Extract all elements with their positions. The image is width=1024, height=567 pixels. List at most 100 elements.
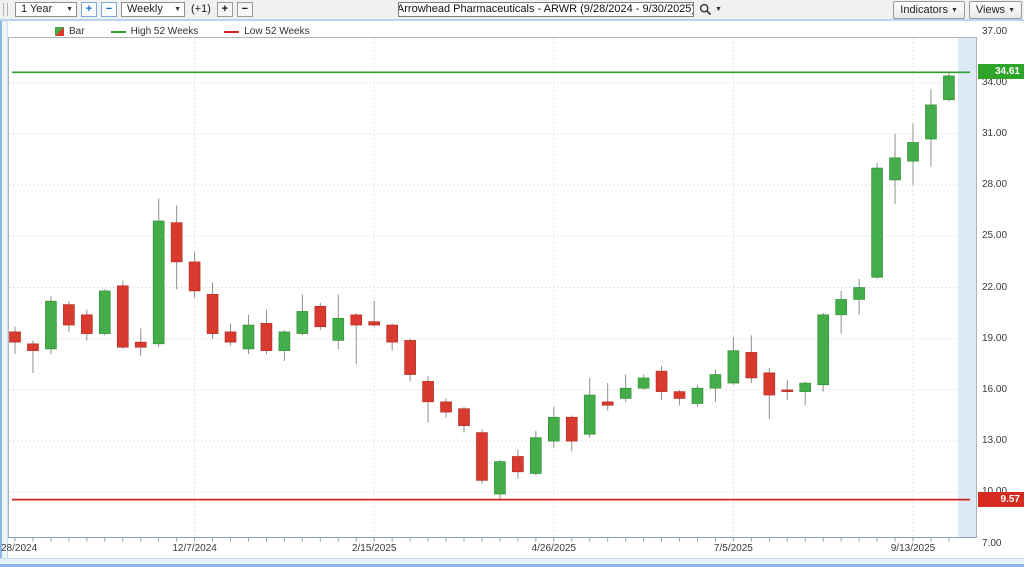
candle-body [242, 324, 255, 350]
period-offset-label: (+1) [191, 3, 211, 15]
candle-body [63, 304, 75, 326]
candle-body [45, 300, 57, 350]
search-dropdown-caret-icon[interactable]: ▼ [715, 5, 722, 13]
candle-body [260, 323, 273, 351]
low-52w-badge: 9.57 [978, 492, 1024, 507]
indicators-button-label: Indicators [900, 4, 948, 16]
toolbar-grip[interactable] [3, 2, 8, 16]
candle-body [422, 381, 434, 403]
candle-body [817, 314, 830, 386]
candle-body [673, 391, 686, 399]
candle-body [134, 341, 147, 348]
symbol-title-group: Arrowhead Pharmaceuticals - ARWR (9/28/2… [398, 1, 722, 17]
candle-body [655, 370, 668, 392]
candle-body [81, 314, 93, 334]
candle-body [583, 394, 596, 435]
x-axis-label: 12/7/2024 [172, 543, 217, 554]
range-select-value: 1 Year [21, 3, 53, 15]
x-axis-label: 2/15/2025 [351, 543, 397, 554]
y-axis-label: 37.00 [982, 25, 1008, 37]
candle-body [27, 343, 39, 351]
candle-body [601, 401, 614, 406]
candle-body [781, 389, 794, 392]
candle-body [152, 220, 165, 345]
candle-body [637, 377, 650, 389]
candle-body [440, 401, 452, 413]
candle-body [512, 456, 524, 473]
high-line-icon [110, 30, 126, 33]
legend-low-label: Low 52 Weeks [244, 26, 310, 37]
candle-body [943, 75, 955, 101]
y-axis-label: 7.00 [982, 537, 1002, 549]
y-axis-label: 16.00 [982, 383, 1008, 395]
legend-item-high-52-weeks[interactable]: High 52 Weeks [110, 26, 199, 37]
y-axis-label: 22.00 [982, 281, 1008, 293]
window-left-edge [0, 21, 8, 558]
candle-body [404, 340, 416, 375]
candle-body [99, 290, 111, 334]
symbol-input[interactable]: Arrowhead Pharmaceuticals - ARWR (9/28/2… [398, 1, 694, 17]
range-zoom-out-button[interactable]: − [101, 1, 117, 17]
candle-body [853, 287, 865, 300]
candle-body [314, 305, 327, 328]
candle-body [691, 387, 704, 404]
legend-high-label: High 52 Weeks [130, 26, 199, 37]
chevron-down-icon: ▼ [66, 5, 73, 13]
chart-legend: Bar High 52 Weeks Low 52 Weeks [55, 26, 310, 37]
candle-body [907, 142, 919, 162]
candle-body [745, 352, 758, 379]
views-button[interactable]: Views ▼ [968, 1, 1022, 19]
candle-body [547, 416, 560, 442]
low-line-icon [224, 30, 240, 33]
views-button-label: Views [975, 4, 1006, 16]
candle-body [368, 321, 381, 326]
candle-body [835, 299, 847, 316]
y-axis-label: 31.00 [982, 127, 1008, 139]
y-axis-label: 28.00 [982, 179, 1008, 191]
chevron-down-icon: ▼ [950, 6, 958, 14]
y-axis-label: 13.00 [982, 435, 1008, 447]
chevron-down-icon: ▼ [174, 5, 181, 13]
period-select[interactable]: Weekly ▼ [121, 1, 185, 17]
legend-item-low-52-weeks[interactable]: Low 52 Weeks [224, 26, 310, 37]
x-axis-label: 4/26/2025 [531, 543, 577, 554]
candle-body [224, 331, 237, 343]
search-icon[interactable] [699, 3, 712, 16]
candle-body [763, 372, 776, 396]
y-axis-label: 34.00 [982, 76, 1008, 88]
candle-body [871, 167, 883, 278]
range-select[interactable]: 1 Year ▼ [15, 1, 77, 17]
high-52w-badge: 34.61 [978, 64, 1024, 79]
price-plot[interactable] [8, 37, 977, 549]
candle-body [188, 261, 201, 292]
period-select-value: Weekly [127, 3, 163, 15]
candle-body [206, 294, 219, 334]
bar-series-icon [55, 27, 64, 36]
candle-body [619, 387, 632, 399]
candle-body [727, 350, 740, 384]
toolbar-separator [0, 19, 1024, 21]
indicators-button[interactable]: Indicators ▼ [893, 1, 965, 19]
future-margin-band [958, 38, 976, 537]
candle-body [350, 314, 363, 326]
candle-body [296, 311, 309, 334]
toolbar-right-group: Indicators ▼ Views ▼ [893, 1, 1022, 19]
bar-width-minus-button[interactable]: − [236, 1, 253, 17]
candle-body [889, 157, 901, 181]
candle-body [9, 331, 21, 343]
range-zoom-in-button[interactable]: + [81, 1, 97, 17]
legend-bar-label: Bar [69, 26, 85, 37]
x-axis-label: 9/13/2025 [890, 543, 936, 554]
bar-width-plus-button[interactable]: + [216, 1, 233, 17]
x-axis-label: 28/2024 [1, 543, 38, 554]
candle-body [494, 461, 506, 495]
legend-item-bar[interactable]: Bar [55, 26, 85, 37]
candle-body [116, 285, 129, 348]
candle-body [709, 374, 722, 389]
y-axis-label: 25.00 [982, 230, 1008, 242]
candle-body [458, 408, 470, 427]
window-bottom-edge [0, 558, 1024, 567]
candle-body [386, 324, 398, 343]
search-controls: ▼ [699, 3, 722, 16]
